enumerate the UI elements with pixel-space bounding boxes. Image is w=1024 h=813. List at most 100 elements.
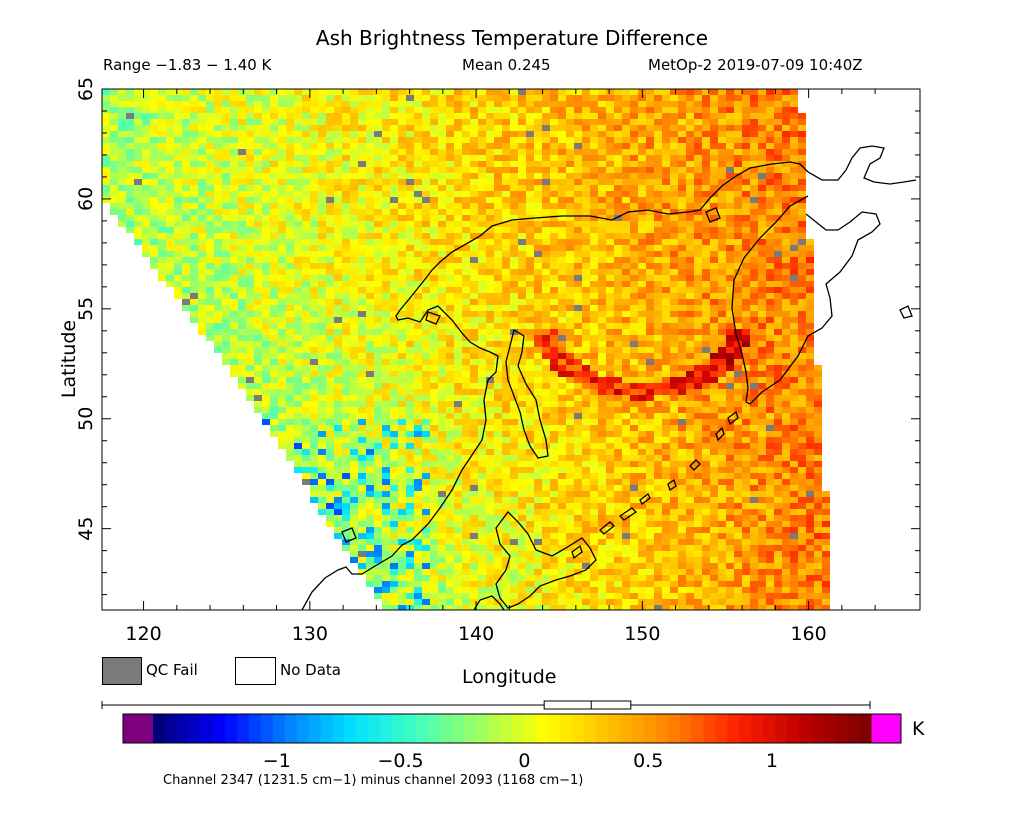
swath-pixel	[566, 269, 574, 275]
swath-pixel	[278, 323, 286, 329]
swath-pixel	[670, 215, 678, 221]
swath-pixel	[334, 215, 342, 221]
swath-pixel	[414, 371, 422, 377]
swath-pixel	[694, 353, 702, 359]
swath-pixel	[494, 89, 502, 95]
swath-pixel	[334, 257, 342, 263]
swath-pixel	[326, 227, 334, 233]
swath-pixel	[142, 113, 150, 119]
swath-pixel	[534, 425, 542, 431]
swath-pixel	[686, 323, 694, 329]
swath-pixel	[390, 395, 398, 401]
swath-pixel	[414, 251, 422, 257]
swath-pixel	[670, 431, 678, 437]
swath-pixel	[414, 167, 422, 173]
swath-pixel	[374, 353, 382, 359]
swath-pixel	[422, 197, 430, 203]
swath-pixel	[598, 455, 606, 461]
swath-pixel	[270, 173, 278, 179]
swath-pixel	[750, 125, 758, 131]
swath-pixel	[654, 143, 662, 149]
swath-pixel	[166, 233, 174, 239]
swath-pixel	[574, 407, 582, 413]
swath-pixel	[686, 215, 694, 221]
swath-pixel	[694, 251, 702, 257]
swath-pixel	[590, 293, 598, 299]
swath-pixel	[782, 311, 790, 317]
swath-pixel	[262, 185, 270, 191]
swath-pixel	[238, 209, 246, 215]
swath-pixel	[198, 119, 206, 125]
swath-pixel	[742, 365, 750, 371]
swath-pixel	[726, 155, 734, 161]
swath-pixel	[430, 425, 438, 431]
swath-pixel	[310, 275, 318, 281]
swath-pixel	[598, 101, 606, 107]
swath-pixel	[510, 143, 518, 149]
swath-pixel	[470, 293, 478, 299]
swath-pixel	[702, 431, 710, 437]
swath-pixel	[286, 347, 294, 353]
swath-pixel	[814, 365, 822, 371]
swath-pixel	[150, 203, 158, 209]
swath-pixel	[142, 185, 150, 191]
swath-pixel	[238, 329, 246, 335]
swath-pixel	[406, 161, 414, 167]
swath-pixel	[670, 437, 678, 443]
swath-pixel	[206, 335, 214, 341]
swath-pixel	[806, 269, 814, 275]
swath-pixel	[326, 305, 334, 311]
swath-pixel	[470, 155, 478, 161]
swath-pixel	[438, 437, 446, 443]
swath-pixel	[630, 419, 638, 425]
swath-pixel	[534, 329, 542, 335]
swath-pixel	[302, 173, 310, 179]
swath-pixel	[310, 251, 318, 257]
swath-pixel	[246, 215, 254, 221]
swath-pixel	[190, 131, 198, 137]
swath-pixel	[590, 125, 598, 131]
swath-pixel	[318, 461, 326, 467]
swath-pixel	[502, 329, 510, 335]
swath-pixel	[726, 179, 734, 185]
swath-pixel	[774, 245, 782, 251]
swath-pixel	[718, 197, 726, 203]
swath-pixel	[478, 227, 486, 233]
swath-pixel	[302, 89, 310, 95]
swath-pixel	[782, 167, 790, 173]
swath-pixel	[678, 347, 686, 353]
swath-pixel	[582, 347, 590, 353]
swath-pixel	[534, 371, 542, 377]
swath-pixel	[534, 89, 542, 95]
swath-pixel	[414, 347, 422, 353]
swath-pixel	[270, 233, 278, 239]
swath-pixel	[734, 419, 742, 425]
swath-pixel	[350, 179, 358, 185]
swath-pixel	[574, 293, 582, 299]
swath-pixel	[198, 281, 206, 287]
swath-pixel	[270, 377, 278, 383]
swath-pixel	[670, 257, 678, 263]
swath-pixel	[734, 323, 742, 329]
swath-pixel	[230, 161, 238, 167]
swath-pixel	[294, 347, 302, 353]
swath-pixel	[430, 365, 438, 371]
swath-pixel	[270, 131, 278, 137]
swath-pixel	[350, 95, 358, 101]
swath-pixel	[742, 215, 750, 221]
swath-pixel	[726, 173, 734, 179]
swath-pixel	[774, 419, 782, 425]
swath-pixel	[318, 179, 326, 185]
swath-pixel	[622, 287, 630, 293]
swath-pixel	[798, 431, 806, 437]
swath-pixel	[350, 113, 358, 119]
swath-pixel	[342, 341, 350, 347]
swath-pixel	[758, 203, 766, 209]
swath-pixel	[470, 287, 478, 293]
swath-pixel	[510, 197, 518, 203]
swath-pixel	[246, 185, 254, 191]
swath-pixel	[278, 389, 286, 395]
swath-pixel	[582, 149, 590, 155]
swath-pixel	[510, 203, 518, 209]
swath-pixel	[462, 437, 470, 443]
